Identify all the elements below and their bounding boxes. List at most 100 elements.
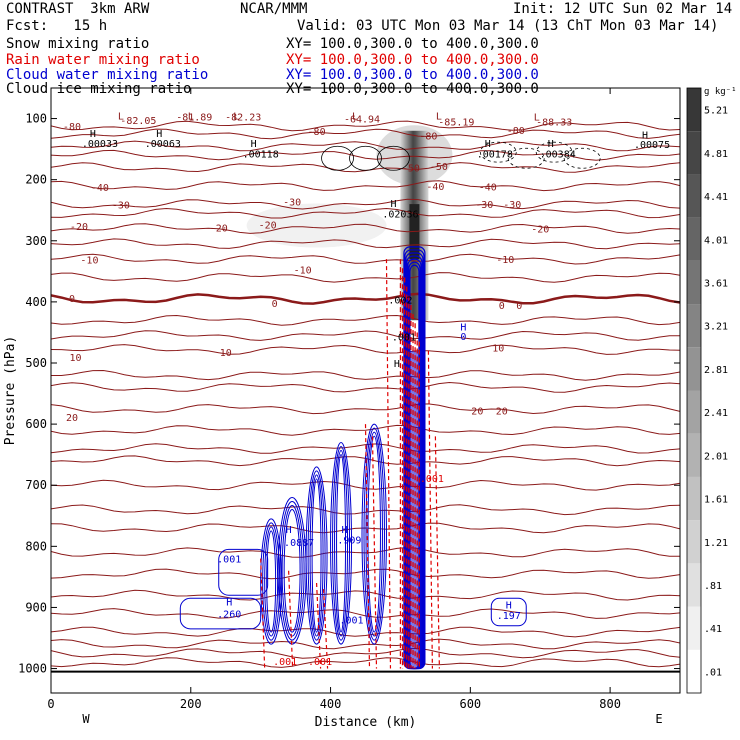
isotherm-line	[51, 638, 680, 650]
isotherm-label: 0	[69, 294, 75, 305]
isotherm-label: -30	[112, 201, 130, 212]
isotherm-label: 20	[496, 407, 508, 418]
rain-contour	[371, 436, 378, 669]
isotherm-line	[51, 381, 680, 393]
extremum-label: .00178	[477, 149, 513, 160]
rain-contour	[260, 558, 266, 669]
cloud-water-contour	[307, 470, 326, 641]
cloud-water-contour	[305, 466, 328, 645]
colorbar-swatch	[687, 347, 701, 391]
isotherm-label: -30	[283, 198, 301, 209]
colorbar-label: 5.21	[704, 106, 728, 117]
isotherm-label: -40	[91, 183, 109, 194]
west-label: W	[82, 712, 90, 726]
isotherm-line	[51, 292, 680, 305]
isotherm-line	[51, 369, 680, 381]
isotherm-line	[51, 128, 680, 140]
colorbar-label: 4.01	[704, 235, 728, 246]
cloud-water-contour	[218, 548, 269, 596]
extremum-label: .0887	[284, 538, 314, 549]
cloud-water-contour	[260, 518, 283, 645]
cloud-water-contour	[179, 597, 262, 630]
extremum-label: .00033	[82, 139, 118, 150]
colorbar-swatch	[687, 304, 701, 348]
extremum-label: .02036	[382, 209, 418, 220]
legend-snow-label: Snow mixing ratio	[6, 36, 150, 52]
y-tick-label: 900	[25, 600, 47, 614]
isotherm-label: 0	[499, 301, 505, 312]
rain-contour	[288, 570, 294, 669]
plot-frame	[50, 87, 681, 694]
isotherm-line	[51, 424, 680, 436]
legend-rain-xy: XY= 100.0,300.0 to 400.0,300.0	[286, 52, 539, 68]
isotherm-label: -40	[426, 182, 444, 193]
colorbar-swatch	[687, 174, 701, 218]
isotherm-line	[51, 120, 680, 132]
isotherm-label: 0	[516, 301, 522, 312]
extremum-label: L	[188, 112, 194, 123]
snow-contour	[535, 141, 573, 163]
rain-contour	[364, 424, 371, 669]
isotherm-line	[51, 443, 680, 454]
center-label: NCAR/MMM	[240, 1, 308, 17]
extremum-label: -64.94	[344, 115, 380, 126]
x-tick-label: 200	[180, 697, 202, 711]
cloud-water-contour	[361, 423, 387, 645]
snow-contour	[321, 145, 354, 171]
init-time: Init: 12 UTC Sun 02 Mar 14	[513, 1, 733, 17]
x-tick-label: 0	[47, 697, 54, 711]
rain-contour	[427, 350, 433, 669]
model-title: CONTRAST 3km ARW	[6, 1, 150, 17]
extremum-label: .197	[497, 611, 521, 622]
cloud-water-contour	[490, 597, 527, 627]
extremum-label: H	[286, 525, 292, 536]
isotherm-label: -20	[259, 220, 277, 231]
cloud-water-contour	[279, 500, 305, 641]
extremum-label: H	[342, 525, 348, 536]
y-tick-label: 700	[25, 478, 47, 492]
extremum-label: H	[226, 597, 232, 608]
colorbar-label: 2.81	[704, 365, 728, 376]
isotherm-label: -80	[308, 127, 326, 138]
isotherm-label: -80	[419, 132, 437, 143]
isotherm-line	[51, 626, 680, 638]
colorbar-swatch	[687, 606, 701, 650]
colorbar-label: 4.41	[704, 192, 728, 203]
colorbar-swatch	[687, 217, 701, 261]
isotherm-line	[51, 149, 680, 161]
isotherm-line	[51, 504, 680, 516]
cloud-water-contour	[334, 449, 349, 637]
colorbar-label: 3.21	[704, 322, 728, 333]
isotherm-line	[51, 207, 680, 219]
isotherm-label: 0	[272, 299, 278, 310]
isotherm-line	[51, 223, 680, 234]
y-tick-label: 100	[25, 112, 47, 126]
extremum-label: -88.33	[536, 118, 572, 129]
extremum-label: H	[506, 600, 512, 611]
colorbar-label: 1.21	[704, 538, 728, 549]
snow-contour	[507, 147, 545, 169]
extremum-label: .001	[392, 333, 416, 344]
y-tick-label: 600	[25, 417, 47, 431]
legend-cloudice-xy: XY= 100.0,300.0 to 400.0,300.0	[286, 81, 539, 97]
isotherm-label: -30	[475, 200, 493, 211]
valid-time: Valid: 03 UTC Mon 03 Mar 14 (13 ChT Mon …	[297, 18, 719, 34]
extremum-label: H	[251, 139, 257, 150]
isotherm-label: 20	[471, 407, 483, 418]
isotherm-line	[51, 344, 680, 355]
y-tick-label: 300	[25, 234, 47, 248]
extremum-label: .909	[337, 536, 361, 547]
y-tick-label: 400	[25, 295, 47, 309]
isotherm-label: -20	[210, 223, 228, 234]
colorbar-swatch	[687, 649, 701, 693]
cloud-water-contour	[336, 453, 347, 633]
extremum-label: L	[534, 113, 540, 124]
isotherm-label: -20	[531, 225, 549, 236]
extremum-label: H	[394, 359, 400, 370]
colorbar-label: .81	[704, 581, 722, 592]
cloud-water-contour	[309, 474, 324, 637]
isotherm-label: -20	[70, 222, 88, 233]
isotherm-label: 10	[69, 353, 81, 364]
isotherm-line	[51, 162, 680, 173]
forecast-hour: Fcst: 15 h	[6, 18, 108, 34]
